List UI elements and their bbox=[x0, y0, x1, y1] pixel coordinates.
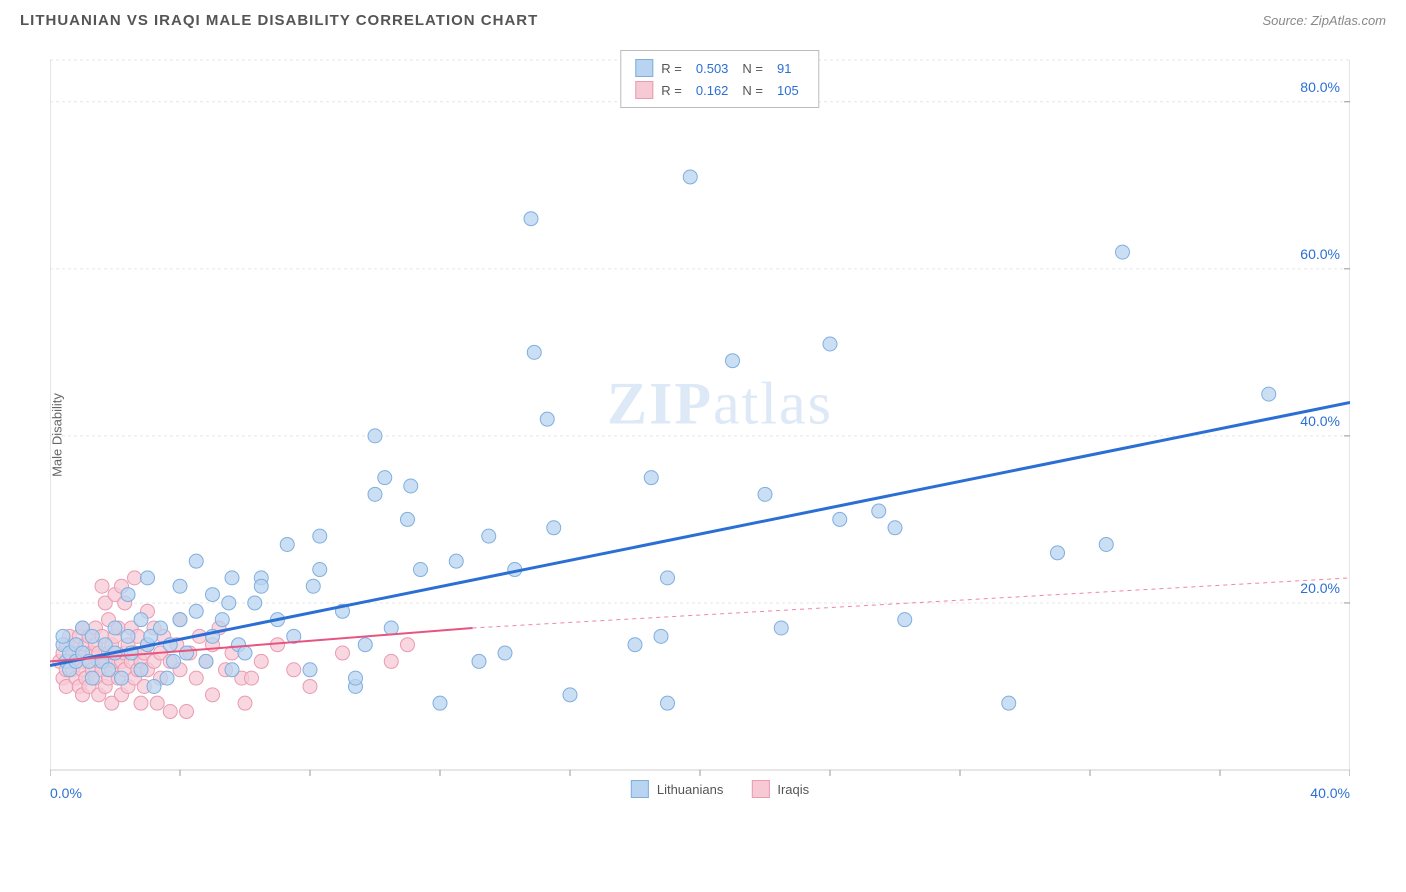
n-value-iraqis: 105 bbox=[771, 83, 805, 98]
n-value-lithuanians: 91 bbox=[771, 61, 797, 76]
legend-swatch-lithuanians bbox=[635, 59, 653, 77]
legend-label: Lithuanians bbox=[657, 782, 724, 797]
svg-text:60.0%: 60.0% bbox=[1300, 246, 1340, 262]
chart-header: LITHUANIAN VS IRAQI MALE DISABILITY CORR… bbox=[0, 0, 1406, 37]
svg-text:0.0%: 0.0% bbox=[50, 785, 82, 801]
chart-title: LITHUANIAN VS IRAQI MALE DISABILITY CORR… bbox=[20, 12, 538, 29]
chart-area: Male Disability 0.0% 40.0% 20.0% 40.0% 60.0%… bbox=[50, 50, 1390, 820]
svg-text:80.0%: 80.0% bbox=[1300, 79, 1340, 95]
legend-swatch-icon bbox=[751, 780, 769, 798]
svg-text:40.0%: 40.0% bbox=[1310, 785, 1350, 801]
legend-item-iraqis: Iraqis bbox=[751, 780, 809, 798]
legend-row-iraqis: R = 0.162 N = 105 bbox=[635, 79, 804, 101]
svg-text:40.0%: 40.0% bbox=[1300, 413, 1340, 429]
series-legend: Lithuanians Iraqis bbox=[631, 780, 809, 798]
r-value-lithuanians: 0.503 bbox=[690, 61, 735, 76]
correlation-legend: R = 0.503 N = 91 R = 0.162 N = 105 bbox=[620, 50, 819, 108]
svg-text:20.0%: 20.0% bbox=[1300, 580, 1340, 596]
legend-swatch-iraqis bbox=[635, 81, 653, 99]
chart-source: Source: ZipAtlas.com bbox=[1262, 13, 1386, 28]
legend-label: Iraqis bbox=[777, 782, 809, 797]
y-axis-label: Male Disability bbox=[49, 393, 64, 477]
legend-row-lithuanians: R = 0.503 N = 91 bbox=[635, 57, 804, 79]
scatter-plot: 0.0% 40.0% 20.0% 40.0% 60.0% 80.0% bbox=[50, 50, 1350, 810]
r-value-iraqis: 0.162 bbox=[690, 83, 735, 98]
legend-item-lithuanians: Lithuanians bbox=[631, 780, 724, 798]
legend-swatch-icon bbox=[631, 780, 649, 798]
